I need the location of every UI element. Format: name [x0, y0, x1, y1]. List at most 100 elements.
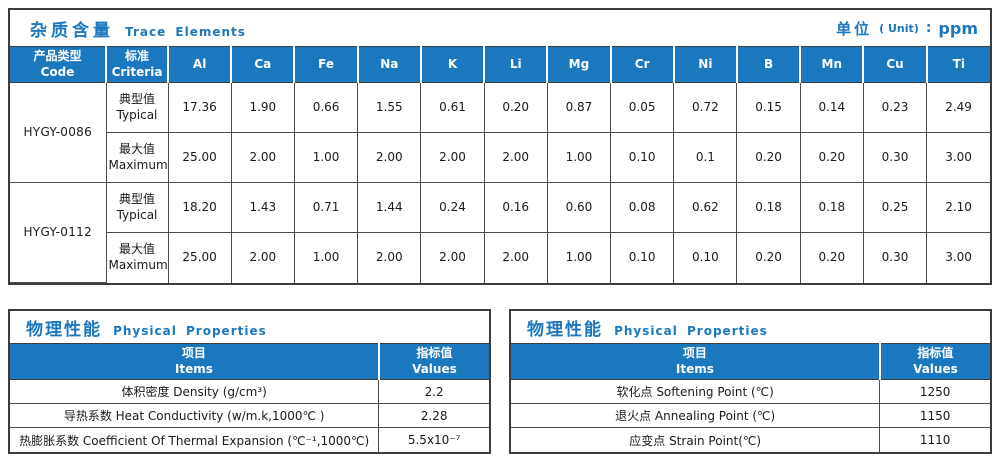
trace-value-cell: 1.00: [546, 232, 612, 283]
col-header-items-en: Items: [174, 361, 213, 376]
trace-value-cell: 0.23: [862, 82, 928, 134]
trace-value-cell: 0.62: [673, 182, 738, 234]
trace-value-cell: 0.05: [610, 82, 675, 134]
trace-elements-table: 产品类型 Code 标准 Criteria Al Ca Fe Na K Li M…: [10, 45, 990, 284]
property-item-cell: 应变点 Strain Point(℃): [511, 427, 881, 452]
trace-value-cell: 1.00: [293, 132, 359, 184]
criteria-typical-cn: 典型值: [118, 92, 155, 107]
col-header-values: 指标值 Values: [878, 343, 990, 381]
property-value-cell: 1110: [879, 427, 990, 452]
unit-label-en: ( Unit): [879, 21, 919, 35]
trace-value-cell: 17.36: [167, 82, 232, 134]
col-header-values-en: Values: [913, 361, 958, 376]
trace-value-cell: 1.55: [357, 82, 422, 134]
unit-value: ppm: [938, 18, 978, 38]
trace-value-cell: 1.00: [293, 232, 359, 283]
col-header-element-li: Li: [483, 45, 548, 84]
col-header-items-en: Items: [675, 361, 714, 376]
phys-left-title-cn: 物理性能: [26, 319, 102, 340]
phys-right-header-row: 项目 Items 指标值 Values: [511, 343, 990, 381]
trace-value-cell: 2.00: [357, 232, 422, 283]
col-header-code-cn: 产品类型: [33, 49, 82, 63]
property-value-cell: 1250: [879, 379, 990, 405]
criteria-maximum-cn: 最大值: [118, 242, 155, 257]
col-header-element-ni: Ni: [672, 45, 737, 84]
trace-value-cell: 0.16: [483, 182, 548, 234]
trace-value-cell: 0.60: [546, 182, 612, 234]
property-item-cell: 导热系数 Heat Conductivity (w/m.k,1000℃ ): [10, 403, 380, 429]
trace-value-cell: 0.20: [736, 232, 801, 283]
trace-value-cell: 2.00: [420, 232, 485, 283]
col-header-values-en: Values: [412, 361, 457, 376]
trace-value-cell: 0.18: [736, 182, 801, 234]
col-header-element-ti: Ti: [925, 45, 990, 84]
trace-value-cell: 0.24: [420, 182, 485, 234]
criteria-maximum-en: Maximum: [108, 257, 168, 272]
physical-properties-right-title: 物理性能 Physical Properties: [527, 315, 768, 340]
trace-value-cell: 2.00: [420, 132, 485, 184]
phys-left-title-en: Physical Properties: [113, 323, 267, 338]
col-header-element-al: Al: [166, 45, 232, 84]
trace-value-cell: 3.00: [926, 232, 990, 283]
trace-value-cell: 0.71: [293, 182, 359, 234]
property-value-cell: 1150: [879, 403, 990, 429]
product-code-cell: HYGY-0112: [10, 182, 107, 284]
trace-value-cell: 0.10: [610, 132, 675, 184]
trace-value-cell: 0.20: [483, 82, 548, 134]
criteria-cell-maximum: 最大值 Maximum: [106, 232, 169, 283]
physical-properties-left-section: 物理性能 Physical Properties 项目 Items 指标值 Va…: [8, 309, 491, 454]
phys-right-title-en: Physical Properties: [614, 323, 768, 338]
criteria-typical-en: Typical: [116, 107, 158, 122]
col-header-criteria-cn: 标准: [124, 49, 149, 63]
phys-right-title-cn: 物理性能: [527, 319, 603, 340]
trace-value-cell: 0.20: [799, 232, 864, 283]
trace-value-cell: 2.49: [926, 82, 990, 134]
col-header-element-na: Na: [356, 45, 421, 84]
trace-value-cell: 0.18: [799, 182, 864, 234]
physical-properties-right-header: 物理性能 Physical Properties: [511, 311, 990, 344]
col-header-element-k: K: [419, 45, 485, 84]
trace-value-cell: 25.00: [167, 132, 232, 184]
trace-value-cell: 2.00: [230, 232, 295, 283]
property-value-cell: 5.5x10⁻⁷: [378, 427, 489, 452]
col-header-element-mn: Mn: [799, 45, 864, 84]
property-item-cell: 热膨胀系数 Coefficient Of Thermal Expansion (…: [10, 427, 380, 452]
unit-indicator: 单位 ( Unit) : ppm: [836, 18, 978, 39]
table-row-strain-point: 应变点 Strain Point(℃) 1110: [511, 427, 990, 452]
col-header-values: 指标值 Values: [377, 343, 489, 381]
property-item-cell: 软化点 Softening Point (℃): [511, 379, 881, 405]
col-header-values-cn: 指标值: [416, 346, 453, 361]
criteria-cell-maximum: 最大值 Maximum: [106, 132, 169, 184]
physical-properties-right-table: 项目 Items 指标值 Values 软化点 Softening Point …: [511, 343, 990, 452]
trace-value-cell: 0.72: [673, 82, 738, 134]
trace-value-cell: 0.25: [862, 182, 928, 234]
table-row-thermal-expansion: 热膨胀系数 Coefficient Of Thermal Expansion (…: [10, 427, 489, 452]
col-header-items-cn: 项目: [682, 346, 707, 361]
col-header-element-fe: Fe: [293, 45, 358, 84]
trace-elements-title: 杂质含量 Trace Elements: [30, 16, 246, 41]
col-header-criteria: 标准 Criteria: [105, 45, 168, 84]
trace-value-cell: 3.00: [926, 132, 990, 184]
trace-title-cn: 杂质含量: [30, 20, 114, 41]
trace-value-cell: 0.20: [736, 132, 801, 184]
criteria-typical-en: Typical: [116, 207, 158, 222]
physical-properties-right-section: 物理性能 Physical Properties 项目 Items 指标值 Va…: [509, 309, 992, 454]
col-header-criteria-en: Criteria: [111, 64, 163, 79]
trace-value-cell: 0.61: [420, 82, 485, 134]
col-header-element-mg: Mg: [546, 45, 611, 84]
trace-value-cell: 0.08: [610, 182, 675, 234]
trace-value-cell: 0.10: [673, 232, 738, 283]
trace-value-cell: 25.00: [167, 232, 232, 283]
col-header-element-b: B: [735, 45, 801, 84]
col-header-element-cr: Cr: [609, 45, 674, 84]
col-header-element-cu: Cu: [862, 45, 927, 84]
criteria-cell-typical: 典型值 Typical: [105, 182, 169, 234]
trace-value-cell: 2.00: [230, 132, 295, 184]
physical-properties-row: 物理性能 Physical Properties 项目 Items 指标值 Va…: [8, 309, 992, 454]
criteria-typical-cn: 典型值: [118, 192, 155, 207]
table-row-density: 体积密度 Density (g/cm³) 2.2: [10, 379, 489, 405]
trace-value-cell: 0.15: [736, 82, 801, 134]
property-item-cell: 退火点 Annealing Point (℃): [511, 403, 881, 429]
criteria-maximum-cn: 最大值: [118, 142, 155, 157]
